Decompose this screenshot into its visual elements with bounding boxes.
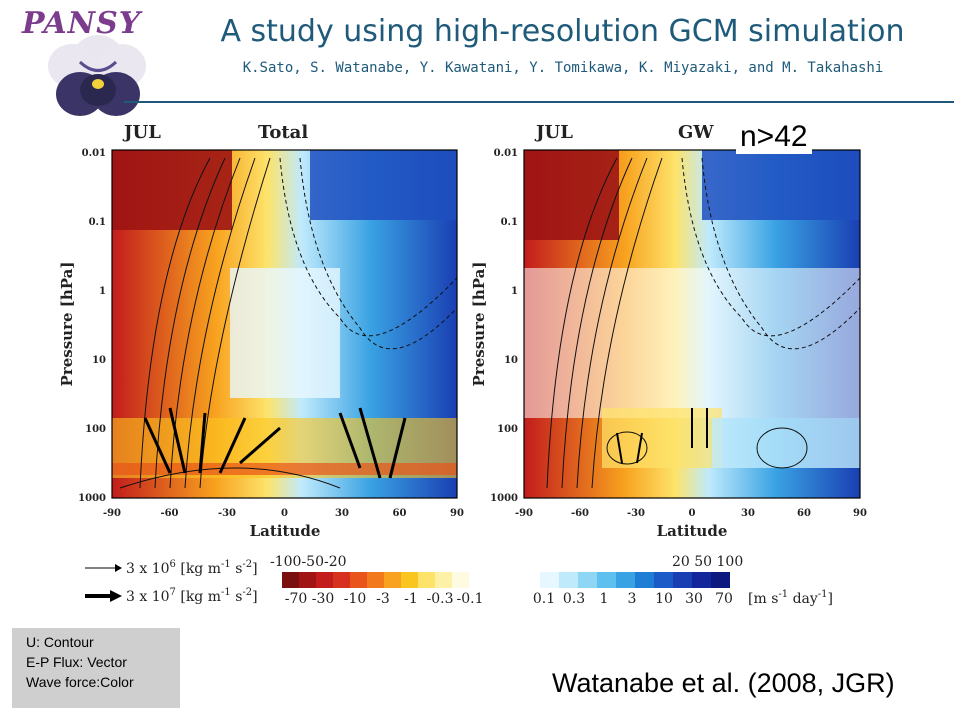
colorbar-positive (540, 572, 730, 588)
ytick-5: 1000 (490, 493, 518, 504)
legend-key-box: U: Contour E-P Flux: Vector Wave force:C… (12, 628, 180, 708)
xtick-5: 60 (797, 508, 811, 519)
xtick-1: -60 (160, 508, 178, 519)
neg-swatch-5 (367, 572, 384, 588)
pos-swatch-7 (673, 572, 692, 588)
neg-label-5: -0.3 (427, 591, 454, 607)
pansy-logo: PANSY (10, 4, 160, 124)
ytick-3: 10 (92, 355, 106, 366)
pos-label-3: 3 (628, 591, 637, 607)
neg-swatch-4 (350, 572, 367, 588)
author-list: K.Sato, S. Watanabe, Y. Kawatani, Y. Tom… (242, 60, 884, 76)
pos-swatch-2 (578, 572, 597, 588)
pos-swatch-0 (540, 572, 559, 588)
xlabel: Latitude (250, 522, 321, 540)
xtick-4: 30 (741, 508, 755, 519)
neg-swatch-7 (401, 572, 418, 588)
colorbar-negative (282, 572, 469, 588)
ytick-4: 100 (497, 424, 518, 435)
neg-label-2: -10 (344, 591, 367, 607)
pos-swatch-8 (692, 572, 711, 588)
pos-swatch-4 (616, 572, 635, 588)
neg-swatch-6 (384, 572, 401, 588)
key-color: Wave force:Color (26, 674, 134, 690)
xtick-0: -90 (103, 508, 121, 519)
neg-swatch-1 (299, 572, 316, 588)
neg-swatch-0 (282, 572, 299, 588)
ytick-1: 0.1 (89, 217, 106, 228)
pos-label-5: 30 (685, 591, 703, 607)
ytick-4: 100 (85, 424, 106, 435)
pos-label-6: 70 (715, 591, 733, 607)
ylabel: Pressure [hPa] (470, 262, 488, 387)
ytick-0: 0.01 (494, 148, 518, 159)
xtick-4: 30 (335, 508, 349, 519)
pos-swatch-6 (654, 572, 673, 588)
xlabel: Latitude (657, 522, 728, 540)
panel-component: Total (258, 122, 309, 143)
xtick-6: 90 (853, 508, 867, 519)
panel-month: JUL (536, 122, 573, 143)
panel-total: 0.01 0.1 1 10 100 1000 -90 -60 -30 0 30 … (40, 118, 480, 548)
neg-swatch-8 (418, 572, 435, 588)
pos-label-0: 0.1 (533, 591, 555, 607)
vector-large-label: 3 x 10 (126, 589, 170, 605)
panel-month: JUL (124, 122, 161, 143)
key-vector: E-P Flux: Vector (26, 654, 127, 670)
xtick-0: -90 (515, 508, 533, 519)
neg-label-4: -1 (404, 591, 418, 607)
xtick-1: -60 (571, 508, 589, 519)
xtick-5: 60 (393, 508, 407, 519)
neg-swatch-10 (452, 572, 469, 588)
pos-label-2: 1 (600, 591, 609, 607)
pansy-flower-icon (48, 35, 146, 116)
ylabel: Pressure [hPa] (58, 262, 76, 387)
neg-label-1: -30 (312, 591, 335, 607)
pos-swatch-3 (597, 572, 616, 588)
figure-total: 0.01 0.1 1 10 100 1000 -90 -60 -30 0 30 … (58, 148, 464, 540)
ytick-0: 0.01 (82, 148, 106, 159)
legend-area: 3 x 106 [kg m-1 s-2] 3 x 107 [kg m-1 s-2… (85, 554, 833, 607)
xtick-2: -30 (218, 508, 236, 519)
pos-label-4: 10 (655, 591, 673, 607)
citation: Watanabe et al. (2008, JGR) (552, 668, 895, 698)
pos-label-1: 0.3 (563, 591, 585, 607)
wavenumber-label: n>42 (736, 120, 812, 154)
pos-swatch-1 (559, 572, 578, 588)
ytick-1: 0.1 (501, 217, 518, 228)
colorbar-neg-top: -100-50-20 (270, 554, 347, 570)
xtick-2: -30 (627, 508, 645, 519)
neg-label-3: -3 (376, 591, 390, 607)
xtick-3: 0 (281, 508, 288, 519)
xtick-3: 0 (689, 508, 696, 519)
page-title: A study using high-resolution GCM simula… (220, 14, 905, 49)
key-contour: U: Contour (26, 634, 94, 650)
pos-swatch-5 (635, 572, 654, 588)
neg-swatch-9 (435, 572, 452, 588)
panel-gw: 0.01 0.1 1 10 100 1000 -90 -60 -30 0 30 … (452, 118, 892, 548)
pos-swatch-9 (711, 572, 730, 588)
panel-component: GW (678, 122, 714, 143)
figure-gw: 0.01 0.1 1 10 100 1000 -90 -60 -30 0 30 … (470, 148, 867, 540)
vector-small-label: 3 x 10 (126, 561, 170, 577)
svg-text:3 x 107 [kg m-1 s-2]: 3 x 107 [kg m-1 s-2] (126, 587, 258, 605)
logo-text: PANSY (22, 6, 142, 41)
xtick-6: 90 (450, 508, 464, 519)
colorbar-pos-top: 20 50 100 (672, 554, 743, 570)
ytick-5: 1000 (78, 493, 106, 504)
neg-swatch-2 (316, 572, 333, 588)
header-divider (124, 101, 954, 103)
ytick-2: 1 (511, 286, 518, 297)
neg-label-0: -70 (285, 591, 308, 607)
svg-text:3 x 106 [kg m-1 s-2]: 3 x 106 [kg m-1 s-2] (126, 559, 258, 577)
colorbar-units: [m s-1 day-1] (748, 589, 833, 607)
neg-label-6: -0.1 (457, 591, 484, 607)
neg-swatch-3 (333, 572, 350, 588)
ytick-2: 1 (99, 286, 106, 297)
ytick-3: 10 (504, 355, 518, 366)
